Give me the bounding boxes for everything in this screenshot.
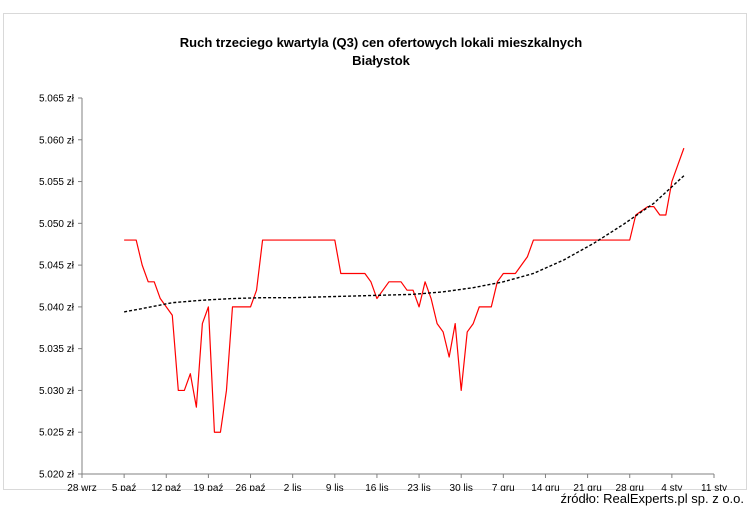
series-group <box>124 147 685 433</box>
x-tick-label: 16 lis <box>365 483 388 491</box>
chart-title: Ruch trzeciego kwartyla (Q3) cen ofertow… <box>180 35 582 50</box>
x-tick-label: 4 sty <box>661 483 682 491</box>
x-tick-label: 26 paź <box>236 483 266 491</box>
price-chart: Ruch trzeciego kwartyla (Q3) cen ofertow… <box>39 35 727 491</box>
x-tick-label: 7 gru <box>492 483 515 491</box>
x-tick-label: 11 sty <box>701 483 727 491</box>
y-tick-label: 5.045 zł <box>39 261 75 272</box>
x-tick-label: 28 gru <box>616 483 644 491</box>
y-tick-label: 5.020 zł <box>39 470 75 481</box>
x-ticks: 28 wrz 5 paź 12 paź 19 paź 26 paź 2 lis 9 lis 1… <box>67 474 727 491</box>
y-tick-label: 5.025 zł <box>39 428 75 439</box>
x-tick-label: 12 paź <box>151 483 181 491</box>
price-line <box>124 147 685 433</box>
y-tick-label: 5.055 zł <box>39 177 75 188</box>
x-tick-label: 28 wrz <box>67 483 96 491</box>
chart-subtitle: Białystok <box>352 53 411 68</box>
y-tick-label: 5.060 zł <box>39 135 75 146</box>
chart-frame: Ruch trzeciego kwartyla (Q3) cen ofertow… <box>3 13 747 491</box>
trend-line <box>124 175 685 313</box>
x-tick-label: 19 paź <box>193 483 223 491</box>
x-tick-label: 9 lis <box>326 483 344 491</box>
x-tick-label: 5 paź <box>112 483 136 491</box>
x-tick-label: 14 gru <box>531 483 559 491</box>
y-tick-label: 5.065 zł <box>39 94 75 105</box>
y-tick-label: 5.050 zł <box>39 219 75 230</box>
x-tick-label: 30 lis <box>450 483 473 491</box>
x-tick-label: 23 lis <box>407 483 430 491</box>
y-tick-label: 5.035 zł <box>39 344 75 355</box>
x-tick-label: 21 gru <box>573 483 601 491</box>
y-tick-label: 5.030 zł <box>39 386 75 397</box>
source-note: źródło: RealExperts.pl sp. z o.o. <box>560 491 744 506</box>
x-tick-label: 2 lis <box>284 483 302 491</box>
y-ticks: 5.020 zł 5.025 zł 5.030 zł 5.035 zł 5.040 zł… <box>39 94 82 481</box>
y-tick-label: 5.040 zł <box>39 302 75 313</box>
